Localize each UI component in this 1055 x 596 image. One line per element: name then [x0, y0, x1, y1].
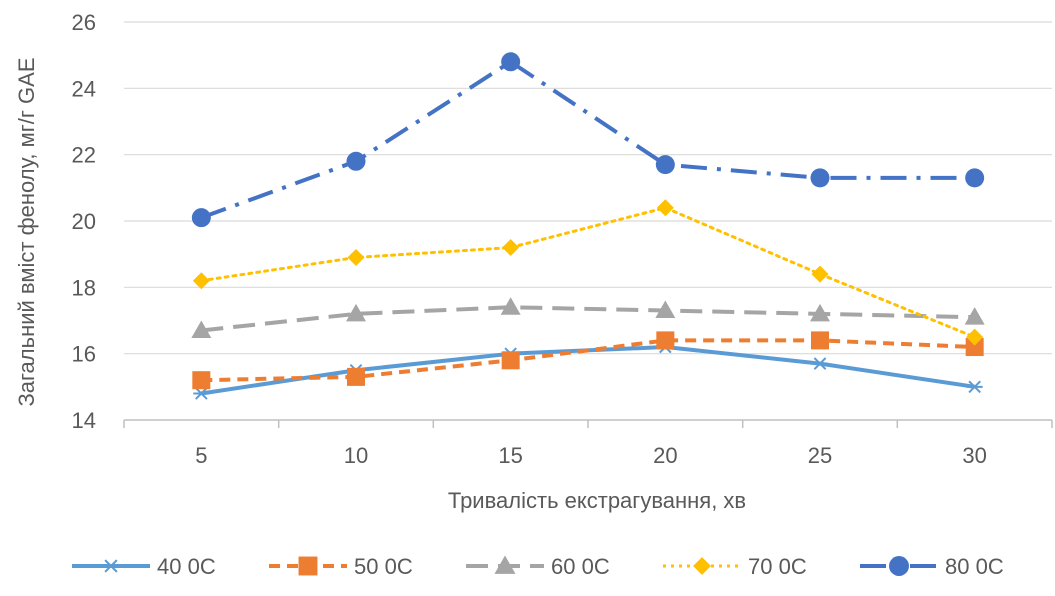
data-point [965, 168, 985, 188]
data-point [192, 272, 210, 290]
data-point [346, 151, 366, 171]
data-point [656, 331, 675, 350]
data-point [811, 265, 829, 283]
tick-labels: 14 16 18 20 22 24 26 5 10 15 20 25 30 [72, 10, 987, 468]
data-point [964, 307, 985, 325]
axes [123, 419, 1053, 428]
series-4 [191, 52, 985, 228]
data-point [346, 303, 366, 322]
y-tick-label: 24 [72, 76, 96, 101]
legend-label: 50 0C [354, 554, 413, 579]
legend-entry: 40 0C [72, 554, 216, 579]
legend-label: 80 0C [945, 554, 1004, 579]
legend-marker [298, 556, 318, 576]
series-group [191, 52, 985, 400]
data-point [347, 367, 365, 386]
legend-marker [889, 556, 909, 576]
series-2 [191, 297, 985, 338]
y-tick-label: 20 [72, 209, 96, 234]
series-3 [192, 199, 984, 346]
data-point [655, 300, 676, 319]
x-tick-label: 10 [344, 443, 368, 468]
series-line [201, 338, 975, 383]
data-point [191, 320, 212, 338]
x-tick-label: 15 [498, 443, 522, 468]
legend-marker [102, 559, 120, 573]
legend-entry: 60 0C [466, 554, 610, 579]
data-point [501, 351, 520, 370]
series-line [199, 206, 977, 339]
y-tick-label: 26 [72, 10, 96, 35]
data-point [810, 168, 830, 188]
y-tick-label: 16 [72, 342, 96, 367]
data-point [191, 208, 211, 228]
data-point [501, 52, 521, 72]
series-line [201, 305, 975, 333]
data-point [966, 328, 984, 346]
y-axis-title: Загальний вміст фенолу, мг/г GAE [14, 57, 39, 406]
data-point [193, 387, 210, 400]
series-1 [192, 331, 984, 390]
x-tick-label: 25 [808, 443, 832, 468]
legend-entry: 80 0C [860, 554, 1004, 579]
data-point [965, 338, 984, 357]
legend-label: 70 0C [748, 554, 807, 579]
data-point [812, 357, 828, 370]
legend-label: 60 0C [551, 554, 610, 579]
legend: 40 0C 50 0C 60 0C 70 0C 80 0C [72, 554, 1004, 579]
data-point [966, 380, 983, 394]
data-point [810, 303, 830, 322]
x-tick-label: 20 [653, 443, 677, 468]
legend-entry: 70 0C [663, 554, 807, 579]
data-point [192, 371, 211, 390]
y-tick-label: 14 [72, 408, 96, 433]
legend-marker [494, 555, 516, 574]
x-tick-label: 5 [195, 443, 207, 468]
data-point [500, 297, 521, 315]
data-point [656, 199, 674, 217]
data-point [811, 331, 829, 350]
data-point [502, 239, 520, 257]
x-axis-title: Тривалість екстрагування, хв [448, 488, 746, 513]
legend-marker [693, 557, 711, 575]
legend-label: 40 0C [157, 554, 216, 579]
y-tick-label: 22 [72, 143, 96, 168]
data-point [655, 155, 675, 175]
gridlines [124, 21, 1052, 355]
series-line [200, 59, 975, 220]
legend-entry: 50 0C [269, 554, 413, 579]
y-tick-label: 18 [72, 275, 96, 300]
data-point [347, 248, 365, 266]
x-tick-label: 30 [962, 443, 986, 468]
